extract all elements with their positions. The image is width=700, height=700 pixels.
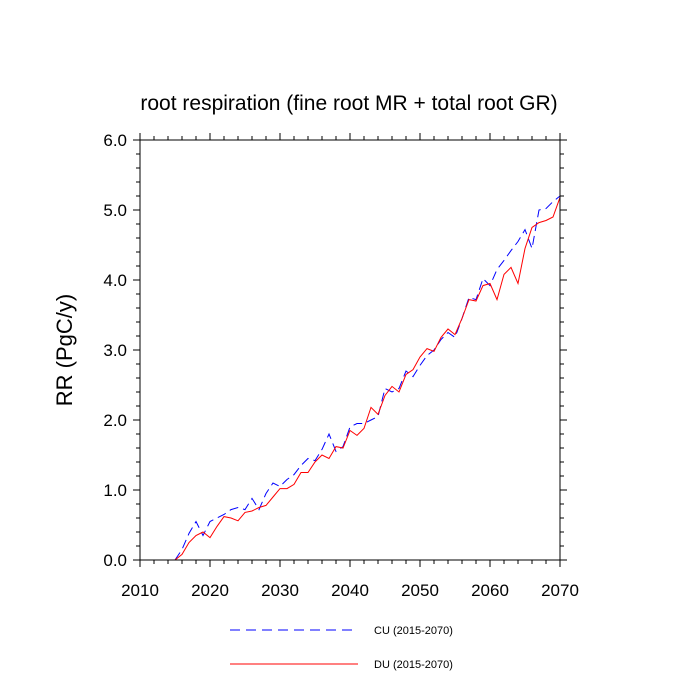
x-tick-label: 2060 bbox=[471, 581, 509, 600]
y-axis-label: RR (PgC/y) bbox=[52, 294, 77, 406]
chart-title: root respiration (fine root MR + total r… bbox=[140, 92, 557, 115]
x-tick-label: 2020 bbox=[191, 581, 229, 600]
series-line-2 bbox=[174, 197, 561, 561]
x-tick-label: 2070 bbox=[541, 581, 579, 600]
series-lines bbox=[174, 195, 561, 561]
series-line-1 bbox=[174, 195, 561, 561]
y-tick-label: 3.0 bbox=[103, 341, 127, 360]
plot-frame bbox=[139, 139, 561, 561]
legend-label-2: DU (2015-2070) bbox=[374, 659, 453, 671]
x-tick-label: 2030 bbox=[261, 581, 299, 600]
y-tick-label: 5.0 bbox=[103, 201, 127, 220]
tick-labels: 0.0 1.0 2.0 3.0 4.0 5.0 6.0 2010 2020 2030 2040 205… bbox=[103, 131, 579, 600]
tick-marks bbox=[133, 133, 567, 567]
legend: CU (2015-2070) DU (2015-2070) bbox=[230, 625, 453, 671]
y-tick-label: 2.0 bbox=[103, 411, 127, 430]
y-tick-label: 0.0 bbox=[103, 551, 127, 570]
legend-label-1: CU (2015-2070) bbox=[374, 625, 453, 637]
y-tick-label: 4.0 bbox=[103, 271, 127, 290]
y-tick-label: 1.0 bbox=[103, 481, 127, 500]
x-tick-label: 2040 bbox=[331, 581, 369, 600]
x-tick-label: 2050 bbox=[401, 581, 439, 600]
y-tick-label: 6.0 bbox=[103, 131, 127, 150]
x-tick-label: 2010 bbox=[121, 581, 159, 600]
